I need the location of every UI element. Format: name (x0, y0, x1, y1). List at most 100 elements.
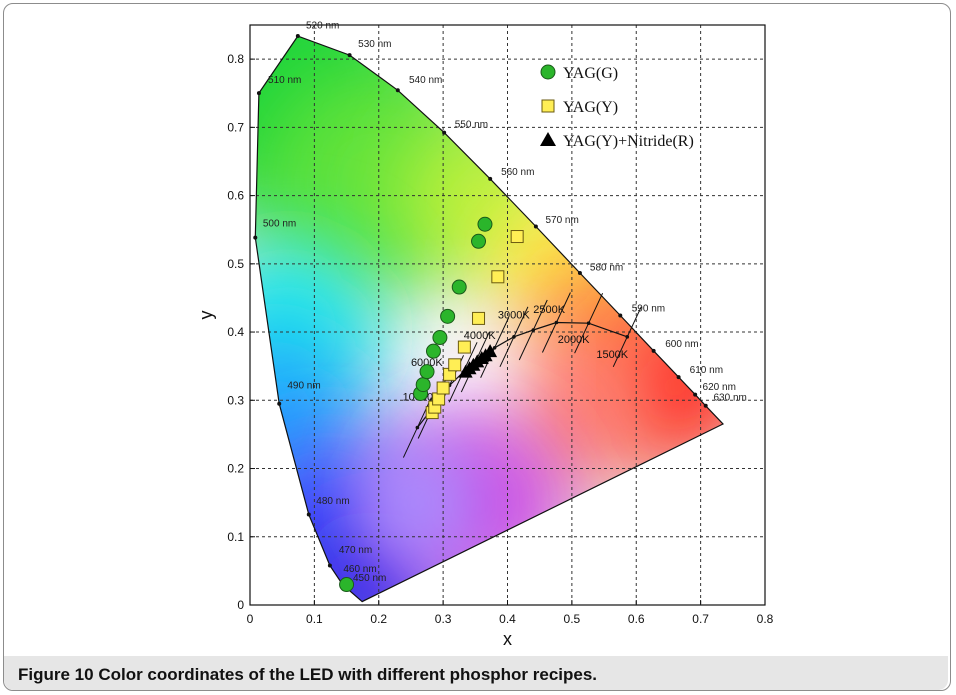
point-circle (432, 330, 448, 346)
x-tick-label: 0.4 (499, 612, 516, 626)
wavelength-label: 610 nm (690, 365, 723, 376)
figure-caption: Figure 10 Color coordinates of the LED w… (18, 665, 597, 685)
planck-dot (554, 320, 559, 325)
data-series (339, 216, 524, 593)
locus-dot (703, 403, 708, 408)
planck-dot (512, 335, 516, 339)
wavelength-label: 590 nm (632, 304, 665, 315)
point-square (448, 358, 462, 372)
wavelength-label: 520 nm (306, 20, 339, 31)
planck-dot (625, 335, 630, 339)
x-tick-label: 0.3 (435, 612, 452, 626)
locus-dot (693, 392, 698, 397)
x-tick-label: 0 (247, 612, 254, 626)
y-tick-label: 0.4 (227, 325, 244, 339)
cct-label: 2500K (533, 304, 565, 316)
legend-marker-triangle (540, 132, 556, 146)
wavelength-label: 510 nm (268, 75, 301, 86)
cct-label: 4000K (464, 330, 496, 342)
point-circle (339, 577, 355, 593)
locus-dot (347, 53, 352, 58)
series-square (425, 230, 524, 420)
x-tick-label: 0.7 (692, 612, 709, 626)
y-tick-label: 0.1 (227, 530, 244, 544)
point-square (432, 392, 446, 406)
planck-dot (415, 425, 420, 430)
wavelength-label: 570 nm (545, 215, 578, 226)
planck-dot (492, 345, 497, 350)
y-tick-label: 0.3 (227, 393, 244, 407)
legend-marker-square (541, 99, 555, 113)
cct-label: 6000K (411, 357, 443, 369)
point-circle (415, 377, 431, 393)
point-square (491, 270, 505, 284)
y-tick-label: 0.6 (227, 189, 244, 203)
locus-dot (306, 512, 311, 517)
locus-dot (618, 313, 623, 318)
wavelength-label: 630 nm (714, 392, 747, 403)
wavelength-label: 530 nm (358, 39, 391, 50)
cct-label: 1500K (596, 349, 628, 361)
locus-dot (295, 34, 300, 39)
locus-dot (577, 270, 582, 275)
x-tick-label: 0.2 (370, 612, 387, 626)
x-tick-label: 0.6 (628, 612, 645, 626)
locus-dot (253, 235, 258, 240)
y-axis-label: y (196, 311, 216, 320)
axes: 0 0.1 0.2 0.3 0.4 0.5 0.6 0.7 0.8 0 0.1 0.2 0.3 0.4 0.… (196, 24, 774, 649)
locus-dot (256, 91, 261, 96)
point-square (510, 230, 524, 244)
point-circle (451, 279, 467, 295)
cct-labels: 10000K6000K4000K3000K2500K2000K1500K (403, 304, 629, 403)
series-triangle (458, 344, 498, 378)
locus-dot (277, 401, 282, 406)
figure-number: Figure 10 (18, 665, 94, 684)
wavelength-label: 580 nm (590, 263, 623, 274)
wavelength-label: 550 nm (455, 119, 488, 130)
legend-label: YAG(G) (563, 65, 618, 82)
y-tick-label: 0.2 (227, 462, 244, 476)
wavelength-label: 540 nm (409, 75, 442, 86)
series-circle (339, 216, 493, 593)
point-circle (425, 343, 441, 359)
cct-label: 3000K (498, 309, 530, 321)
x-tick-label: 0.5 (564, 612, 581, 626)
y-tick-label: 0 (237, 598, 244, 612)
caption-bar: Figure 10 Color coordinates of the LED w… (4, 656, 948, 690)
wavelength-label: 600 nm (665, 339, 698, 350)
wavelength-label: 470 nm (339, 545, 372, 556)
point-square (436, 381, 450, 395)
locus-dot (395, 88, 400, 93)
y-tick-label: 0.8 (227, 52, 244, 66)
locus-dot (676, 375, 681, 380)
y-tick-label: 0.5 (227, 257, 244, 271)
wavelength-label: 500 nm (263, 218, 296, 229)
legend-label: YAG(Y) (563, 99, 618, 116)
wavelength-label: 450 nm (353, 573, 386, 584)
legend-marker-circle (540, 64, 556, 80)
legend-label: YAG(Y)+Nitride(R) (563, 133, 694, 150)
point-circle (471, 233, 487, 249)
legend: YAG(G) YAG(Y) YAG(Y)+Nitride(R) (540, 64, 694, 150)
locus-dot (651, 348, 656, 353)
wavelength-label: 490 nm (287, 381, 320, 392)
x-axis-label: x (503, 629, 512, 649)
wavelength-label: 460 nm (343, 564, 376, 575)
point-triangle (483, 344, 498, 358)
locus-dot (533, 224, 538, 229)
spectral-locus (253, 34, 724, 603)
planck-dot (586, 321, 591, 325)
point-square (472, 311, 486, 325)
point-circle (477, 216, 493, 232)
locus-dot (327, 563, 332, 568)
point-square (457, 340, 471, 354)
color-blob (347, 432, 488, 573)
locus-dot (488, 176, 493, 181)
wavelength-label: 480 nm (316, 496, 349, 507)
cct-label: 2000K (558, 334, 590, 346)
wavelength-label: 620 nm (703, 382, 736, 393)
x-tick-label: 0.8 (757, 612, 774, 626)
y-tick-label: 0.7 (227, 120, 244, 134)
point-circle (419, 364, 435, 380)
